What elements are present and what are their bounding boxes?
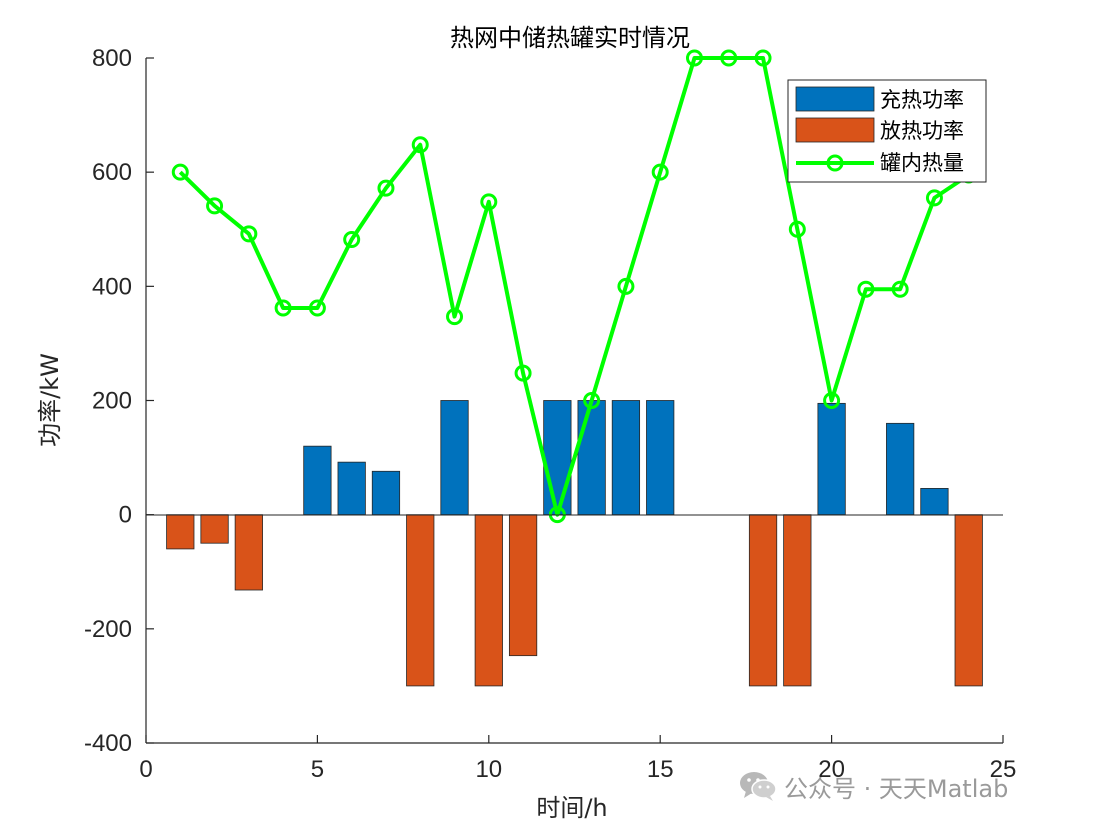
storage-point-15	[651, 163, 669, 181]
charge-bar-6	[337, 461, 366, 516]
x-tick-label-5: 5	[311, 756, 324, 783]
storage-point-13	[583, 392, 601, 409]
charge-bar-7	[371, 470, 401, 516]
storage-point-6	[343, 231, 361, 249]
discharge-bar-24	[954, 514, 983, 687]
storage-point-19	[788, 220, 806, 238]
y-tick-label--200: -200	[84, 616, 132, 643]
charge-bar-9	[440, 400, 469, 516]
legend-label-storage: 罐内热量	[880, 151, 964, 175]
x-tick-label-0: 0	[139, 756, 152, 783]
discharge-bar-2	[200, 514, 229, 544]
charge-bar-5	[303, 445, 332, 516]
storage-point-20	[823, 392, 841, 409]
storage-point-22	[891, 280, 909, 298]
storage-point-14	[617, 277, 635, 295]
charge-bar-22	[886, 422, 915, 516]
discharge-bar-8	[406, 514, 435, 687]
storage-point-21	[857, 280, 875, 298]
storage-point-17	[720, 49, 738, 67]
y-axis-title: 功率/kW	[36, 353, 64, 447]
storage-point-23	[925, 189, 943, 207]
charge-bar-13	[577, 400, 606, 516]
storage-point-2	[206, 197, 224, 215]
storage-point-16	[685, 49, 703, 67]
storage-point-11	[514, 364, 532, 382]
discharge-bar-10	[474, 514, 503, 687]
x-axis-title: 时间/h	[536, 794, 607, 822]
discharge-bar-11	[508, 514, 538, 657]
legend-label-charge: 充热功率	[880, 88, 964, 112]
charge-bar-20	[817, 402, 846, 516]
watermark-text: 公众号 · 天天Matlab	[784, 774, 1009, 803]
charge-bar-23	[920, 488, 949, 516]
y-tick-label-200: 200	[92, 388, 132, 415]
legend-label-discharge: 放热功率	[880, 119, 964, 143]
charge-bar-12	[543, 400, 572, 516]
chart-title: 热网中储热罐实时情况	[450, 24, 690, 52]
x-tick-label-20: 20	[818, 756, 845, 783]
storage-point-3	[240, 225, 258, 243]
discharge-bar-1	[166, 514, 195, 550]
discharge-bar-19	[783, 514, 812, 687]
charge-bar-15	[646, 400, 675, 516]
legend-marker-storage	[826, 154, 844, 172]
y-tick-label-400: 400	[92, 273, 132, 300]
watermark: 公众号 · 天天Matlab	[738, 768, 1008, 804]
line-layer	[171, 49, 978, 524]
storage-point-5	[308, 299, 326, 317]
storage-point-4	[274, 299, 292, 317]
discharge-bar-3	[234, 514, 263, 591]
wechat-icon	[740, 772, 777, 801]
y-tick-label-600: 600	[92, 159, 132, 186]
x-tick-label-10: 10	[475, 756, 502, 783]
ticks-layer: 0 5 10 15 20 25 -400 -200 0 200 400 600 800	[84, 45, 1016, 783]
x-tick-label-25: 25	[990, 756, 1017, 783]
y-tick-label-800: 800	[92, 45, 132, 72]
x-tick-label-15: 15	[647, 756, 674, 783]
storage-point-1	[171, 163, 189, 181]
legend-swatch-charge	[795, 86, 875, 112]
y-tick-label--400: -400	[84, 730, 132, 757]
legend-swatch-discharge	[795, 117, 875, 143]
storage-point-9	[446, 308, 464, 326]
storage-point-8	[411, 136, 429, 154]
storage-point-18	[754, 49, 772, 67]
storage-point-10	[480, 193, 498, 211]
legend: 充热功率 放热功率 罐内热量	[787, 79, 987, 183]
storage-point-7	[377, 179, 395, 197]
discharge-bar-18	[748, 514, 778, 687]
bars-layer	[166, 400, 983, 687]
charge-bar-14	[611, 400, 641, 516]
y-tick-label-0: 0	[119, 502, 132, 529]
